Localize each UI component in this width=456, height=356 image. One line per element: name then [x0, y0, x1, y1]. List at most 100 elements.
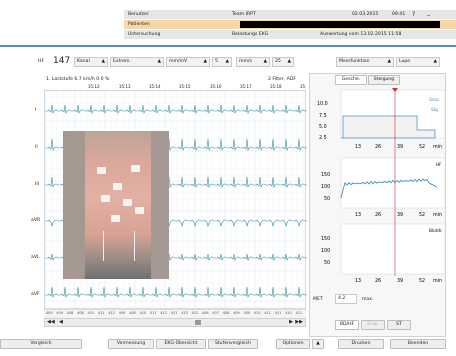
beat-number: 413: [181, 311, 188, 315]
beat-number: 411: [274, 311, 282, 315]
photo-electrodes: [93, 161, 147, 231]
time-marker-handle[interactable]: [392, 88, 398, 92]
lupe-select[interactable]: Lupe ▲: [396, 57, 440, 67]
chevron-up-icon: ▲: [316, 341, 320, 346]
bp-ytick: 150: [321, 236, 330, 242]
time-tick: 35:16: [210, 84, 222, 89]
header-accent-bar: [0, 45, 456, 47]
extrem-select[interactable]: Extrem. ▲: [110, 57, 164, 67]
chevron-up-icon: ▲: [433, 59, 437, 64]
chevron-up-icon: ▲: [287, 59, 291, 64]
beat-number: 410: [87, 311, 95, 315]
hf-label: HF: [38, 59, 45, 64]
beat-number: 411: [264, 311, 271, 315]
header-time: 09:41: [392, 12, 406, 17]
hr-ytick: 50: [324, 196, 330, 202]
beat-number-strip: 409 409 408 408 410 411 412 409 408 410 411 412 411 4…: [44, 309, 306, 318]
speed-value: 25: [275, 59, 281, 64]
stage-compare-button[interactable]: Stufenvergleich: [208, 339, 258, 349]
ecg-area[interactable]: [44, 90, 307, 310]
messfunktion-select[interactable]: Messfunktion ▲: [336, 57, 394, 67]
lead-label: aVF: [31, 292, 40, 297]
xtick: 52: [419, 144, 425, 150]
xtick: 52: [419, 212, 425, 218]
chevron-up-icon: ▲: [263, 59, 267, 64]
xtick: 39: [397, 212, 403, 218]
speed-curve: [341, 115, 436, 139]
scroll-thumb[interactable]: [195, 320, 201, 325]
print-button[interactable]: Drucken: [338, 339, 384, 349]
ersp-button[interactable]: Ersp.: [361, 320, 385, 330]
beat-number: 409: [46, 311, 53, 315]
bd-hf-button[interactable]: BD/HF: [335, 320, 359, 330]
time-tick: 35: [300, 84, 306, 89]
beat-number: 411: [150, 311, 157, 315]
speed-unit-label: mm/s: [239, 59, 252, 64]
ecg-lead-trace: [45, 104, 307, 115]
tab-speed[interactable]: Gesche.: [335, 75, 367, 85]
ecg-overview-button[interactable]: EKG-Übersicht: [156, 339, 206, 349]
time-tick: 35:18: [270, 84, 282, 89]
hr-ytick: 100: [321, 184, 330, 190]
beat-number: 409: [243, 311, 251, 315]
amplitude-unit-label: mm/mV: [169, 59, 188, 64]
speed-unit[interactable]: mm/s ▲: [236, 57, 270, 67]
skip-back-icon[interactable]: ◀◀: [47, 319, 55, 325]
ecg-scrollbar[interactable]: ◀◀ ◀ ▶ ▶▶: [44, 318, 306, 327]
hf-value: 147: [53, 56, 71, 66]
team-name: Team IRPT: [232, 12, 256, 17]
kanal-select[interactable]: Kanal ▲: [74, 57, 108, 67]
amplitude-select[interactable]: 5 ▲: [212, 57, 232, 67]
options-expand-button[interactable]: ▲: [312, 339, 324, 349]
stage-info: 1. Laststufe 6.7 km/h 0.0 %: [46, 77, 110, 82]
chevron-up-icon: ▲: [101, 59, 105, 64]
lupe-label: Lupe: [399, 59, 411, 64]
skip-forward-icon[interactable]: ▶▶: [295, 319, 303, 325]
bp-ytick: 100: [321, 248, 330, 254]
options-button[interactable]: Optionen: [276, 339, 310, 349]
measure-button[interactable]: Vermessung: [108, 339, 154, 349]
speed-ytick: 5.0: [319, 124, 327, 130]
beat-number: 412: [108, 311, 115, 315]
met-label: MET: [313, 297, 323, 302]
xtick: 26: [375, 212, 381, 218]
compare-button[interactable]: Vergleich: [0, 339, 82, 349]
messfunktion-label: Messfunktion: [339, 59, 370, 64]
beat-number: 408: [222, 311, 230, 315]
step-back-icon[interactable]: ◀: [59, 319, 63, 325]
time-tick: 35:15: [179, 84, 191, 89]
xtick: 39: [397, 144, 403, 150]
exit-button[interactable]: Beenden: [390, 339, 446, 349]
beat-number: 406: [202, 311, 209, 315]
ecg-time-ticks: 35:12 35:13 35:14 35:15 35:16 35:17 35:1…: [0, 84, 310, 90]
speed-select[interactable]: 25 ▲: [272, 57, 294, 67]
amplitude-unit[interactable]: mm/mV ▲: [166, 57, 210, 67]
evaluation-date: Auswertung vom 13.02.2015 11:58: [320, 32, 402, 37]
met-value-field: 4.2: [335, 294, 357, 304]
xtick: 13: [355, 144, 361, 150]
speed-ytick: 10.0: [317, 101, 328, 107]
time-tick: 35:14: [149, 84, 161, 89]
beat-number: 412: [295, 311, 303, 315]
photo-background: [63, 131, 85, 279]
met-suffix: max.: [362, 297, 374, 302]
chevron-up-icon: ▲: [387, 59, 391, 64]
minimize-button[interactable]: _: [427, 9, 430, 16]
xunit: min: [433, 144, 442, 150]
xunit: min: [433, 278, 442, 284]
tab-incline[interactable]: Steigung: [368, 75, 400, 85]
extrem-label: Extrem.: [113, 59, 131, 64]
beat-number: 410: [254, 311, 261, 315]
time-tick: 35:13: [119, 84, 131, 89]
chevron-up-icon: ▲: [157, 59, 161, 64]
step-forward-icon[interactable]: ▶: [289, 319, 293, 325]
st-button[interactable]: ST: [387, 320, 411, 330]
help-button[interactable]: ?: [412, 11, 416, 18]
time-tick: 35:12: [88, 84, 100, 89]
xtick: 26: [375, 278, 381, 284]
beat-number: 410: [139, 311, 147, 315]
header-date: 02.03.2015: [352, 12, 379, 17]
xtick: 52: [419, 278, 425, 284]
hr-legend: HF: [436, 162, 442, 167]
lead-label: I: [35, 108, 37, 113]
